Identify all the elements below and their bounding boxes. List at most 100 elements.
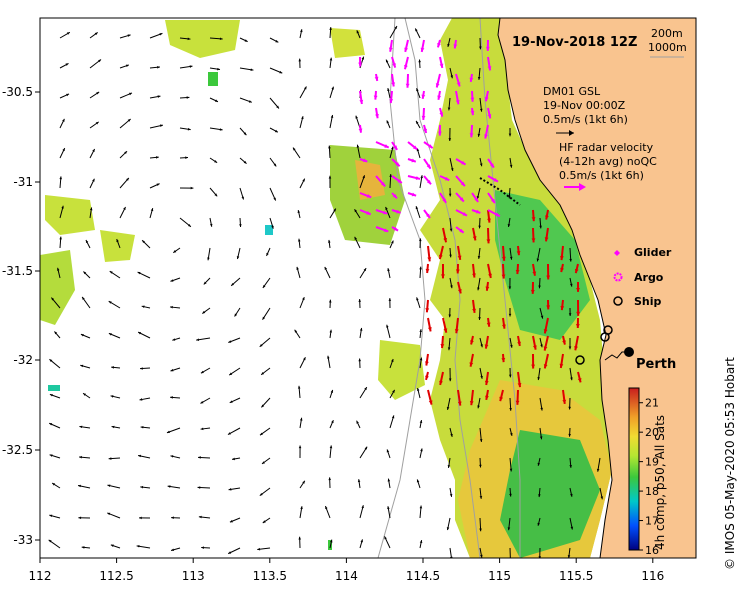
hf-radar-vector-arrow [455, 226, 465, 234]
red-vector-arrow [531, 227, 536, 243]
red-vector-arrow [545, 209, 549, 220]
model-vector-arrow [228, 367, 241, 376]
model-vector-arrow [170, 367, 181, 372]
model-vector-arrow [418, 59, 421, 69]
colorbar-title: 4h comp, p50, All Sats [653, 415, 667, 550]
model-vector-arrow [538, 277, 541, 289]
model-vector-arrow [479, 97, 483, 112]
model-vector-arrow [239, 37, 248, 43]
model-vector-arrow [359, 505, 364, 519]
red-vector-arrow [469, 353, 474, 367]
model-vector-arrow [389, 174, 392, 189]
hf-radar-vector-arrow [403, 56, 409, 70]
model-vector-arrow [509, 427, 513, 437]
model-vector-arrow [446, 397, 451, 410]
x-tick-label: 114.5 [406, 569, 440, 583]
model-vector-arrow [385, 59, 391, 69]
model-vector-arrow [449, 217, 453, 232]
x-tick-label: 115 [488, 569, 511, 583]
model-vector-arrow [108, 300, 121, 309]
model-vector-arrow [477, 67, 481, 80]
model-vector-arrow [139, 397, 151, 401]
hf-radar-vector-arrow [435, 73, 441, 88]
hf-radar-vector-arrow [359, 209, 372, 216]
model-vector-arrow [389, 25, 398, 39]
model-vector-arrow [479, 487, 483, 499]
y-tick-label: -30.5 [2, 85, 33, 99]
model-vector-arrow [449, 487, 453, 497]
sst-west-patch [45, 195, 95, 235]
model-vector-arrow [507, 217, 511, 228]
model-vector-arrow [236, 247, 241, 260]
red-vector-arrow [457, 389, 462, 406]
hf-radar-vector-arrow [358, 124, 363, 133]
model-vector-arrow [107, 484, 121, 489]
model-vector-arrow [59, 62, 69, 69]
model-vector-arrow [389, 240, 394, 249]
sst-green-square [208, 72, 218, 86]
land-australia [497, 18, 696, 558]
hf-radar-vector-arrow [407, 141, 418, 151]
y-axis: -30.5 -31 -31.5 -32 -32.5 -33 [2, 85, 40, 547]
model-vector-arrow [229, 397, 241, 404]
model-vector-arrow [477, 277, 481, 291]
hf-radar-vector-arrow [359, 192, 372, 199]
model-vector-arrow [358, 299, 362, 309]
colorbar-gradient [628, 387, 640, 551]
x-tick-label: 113.5 [253, 569, 287, 583]
model-vector-arrow [259, 487, 271, 497]
sst-west-edge [40, 250, 75, 325]
red-vector-arrow [543, 353, 549, 369]
red-vector-arrow [442, 227, 448, 243]
hf-radar-vector-arrow [423, 175, 432, 185]
model-vector-arrow [49, 514, 61, 519]
model-vector-arrow [196, 337, 211, 341]
model-vector-arrow [269, 217, 274, 229]
sst-warm-offshore [355, 160, 385, 200]
model-vector-arrow [509, 337, 513, 348]
model-vector-arrow [79, 455, 91, 459]
glider-marker-icon [614, 250, 620, 256]
red-vector-arrow [577, 371, 582, 383]
red-vector-arrow [574, 263, 579, 274]
model-vector-arrow [111, 366, 121, 369]
model-vector-arrow [119, 34, 131, 39]
red-vector-arrow [517, 335, 521, 347]
model-vector-arrow [59, 205, 64, 219]
sst-cyan-west [48, 385, 60, 391]
red-vector-arrow [425, 353, 429, 366]
model-vector-arrow [389, 358, 394, 369]
model-vector-arrow [49, 454, 61, 459]
model-vector-arrow [262, 277, 271, 289]
platform-legend: Glider Argo Ship [613, 246, 672, 308]
model-vector-arrow [89, 178, 95, 189]
model-vector-arrow [200, 427, 211, 431]
red-vector-arrow [484, 371, 489, 386]
model-vector-arrow [448, 307, 452, 318]
model-vector-arrow [509, 487, 512, 497]
model-vector-arrow [569, 247, 572, 262]
model-vector-arrow [539, 397, 543, 411]
hf-radar-vector-arrow [407, 175, 421, 180]
model-vector-arrow [448, 367, 452, 382]
model-vector-arrow [419, 175, 423, 189]
model-vector-arrow [138, 516, 151, 520]
model-vector-arrow [479, 427, 483, 442]
model-vector-arrow [81, 546, 91, 549]
red-vector-arrow [560, 245, 564, 261]
hf-radar-vector-arrow [423, 124, 428, 134]
model-vector-arrow [537, 457, 541, 466]
model-vector-arrow [141, 305, 151, 309]
model-vector-arrow [149, 208, 154, 219]
model-vector-arrow [479, 517, 482, 532]
model-vector-arrow [419, 540, 423, 549]
model-vector-arrow [119, 64, 130, 69]
mooring-time: 19-Nov 00:00Z [543, 99, 626, 112]
model-vector-arrow [136, 544, 151, 549]
red-vector-arrow [454, 317, 459, 334]
hf-radar-vector-arrow [421, 90, 426, 100]
red-vector-arrow [559, 353, 564, 369]
model-vector-arrow [509, 547, 511, 558]
hf-radar-vector-arrow [374, 73, 379, 82]
red-vector-arrow [487, 263, 492, 279]
